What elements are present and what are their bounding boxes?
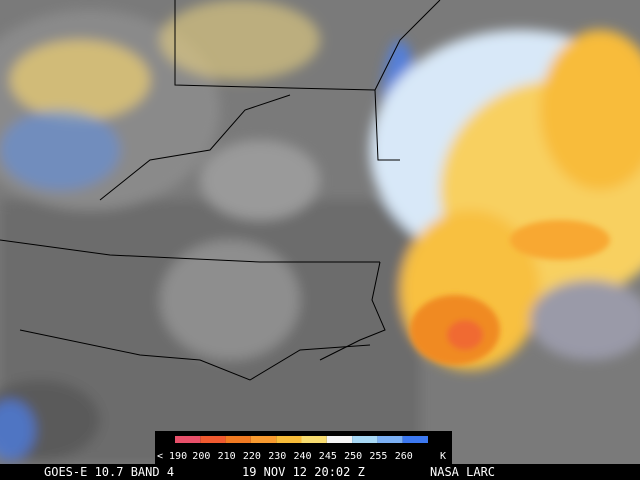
legend-swatch <box>200 436 226 443</box>
caption-source: NASA LARC <box>430 465 495 479</box>
legend-swatch <box>326 436 353 443</box>
legend-swatch <box>377 436 403 443</box>
legend-swatch <box>225 436 251 443</box>
legend-unit: K <box>440 451 446 462</box>
caption-bar <box>0 464 640 480</box>
caption-time: 19 NOV 12 20:02 Z <box>242 465 365 479</box>
legend-swatch <box>352 436 378 443</box>
legend-label: 200 <box>192 451 210 462</box>
legend-label: 210 <box>218 451 236 462</box>
legend-swatch <box>175 436 201 443</box>
caption-satellite: GOES-E 10.7 BAND 4 <box>44 465 174 479</box>
legend: < 190 200 210 220 230 240 245 250 255 260 K <box>157 436 446 462</box>
legend-label: 245 <box>319 451 337 462</box>
legend-label: 255 <box>369 451 387 462</box>
legend-label: 230 <box>268 451 286 462</box>
legend-swatch <box>250 436 277 443</box>
legend-label: 260 <box>395 451 413 462</box>
boundaries <box>0 0 441 381</box>
legend-swatch <box>276 436 302 443</box>
legend-label: < 190 <box>157 451 187 462</box>
legend-swatch <box>301 436 327 443</box>
legend-label: 250 <box>344 451 362 462</box>
legend-label: 240 <box>294 451 312 462</box>
legend-swatch <box>402 436 428 443</box>
legend-label: 220 <box>243 451 261 462</box>
cloud-field <box>0 0 640 464</box>
